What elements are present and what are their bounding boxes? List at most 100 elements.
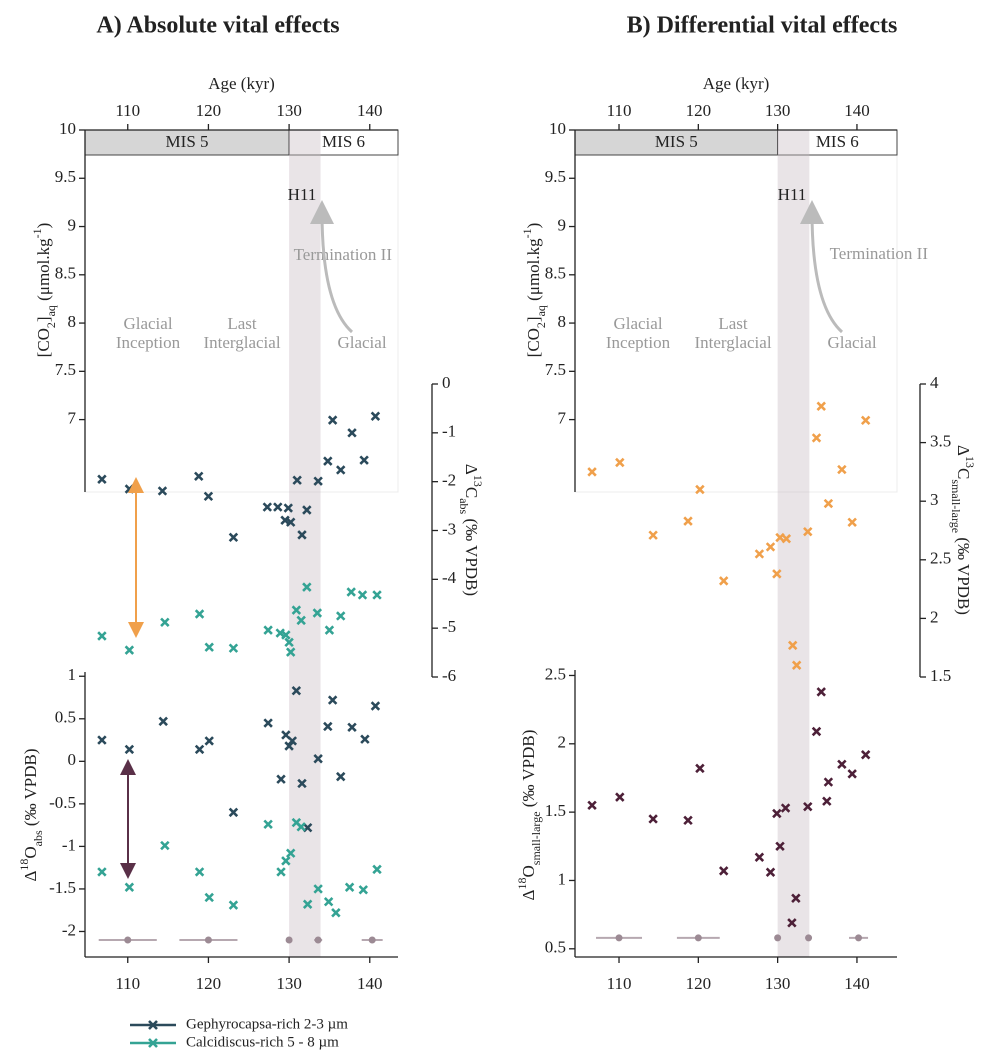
data-point	[775, 841, 785, 852]
y-tick-label: 9.5	[55, 167, 76, 186]
data-point	[587, 467, 597, 477]
y-tick-label: -4	[442, 568, 457, 587]
data-point	[280, 515, 290, 525]
y-axis-label: Δ18Oabs (‰ VPDB)	[17, 748, 45, 881]
y-tick-label: 9.5	[545, 167, 566, 186]
data-point	[158, 716, 168, 727]
data-point	[346, 587, 356, 597]
annotation: Glacial	[827, 333, 876, 352]
y-axis-label-part: 13	[471, 475, 485, 487]
data-point	[847, 517, 857, 528]
y-tick-label: -1	[442, 422, 456, 441]
data-point	[228, 900, 239, 910]
x-tick-label: 120	[196, 101, 222, 120]
age-control	[855, 934, 863, 942]
data-point	[281, 630, 291, 640]
annotation: Termination II	[830, 244, 929, 263]
y-tick-label: 2	[930, 607, 939, 626]
data-point	[791, 893, 801, 903]
y-tick-label: -6	[442, 666, 456, 685]
data-point	[336, 771, 346, 782]
data-point	[324, 625, 335, 635]
y-axis-label-part: )	[524, 223, 543, 229]
y-axis-label-part: (μmol.kg	[524, 238, 543, 305]
y-axis-label: Δ13Cabs (‰ VPDB)	[457, 464, 485, 596]
y-axis-label: Δ13Csmall-large (‰ VPDB)	[949, 445, 977, 615]
data-point	[281, 856, 291, 866]
y-tick-label: -0.5	[49, 793, 76, 812]
data-point	[323, 456, 333, 466]
data-point	[297, 778, 307, 789]
data-point	[847, 769, 857, 779]
period-label: MIS 5	[166, 132, 209, 151]
data-point	[194, 744, 205, 755]
data-point	[372, 590, 382, 600]
data-point	[97, 867, 107, 877]
panel-title: B) Differential vital effects	[627, 13, 898, 39]
y-axis-label-part: -1	[30, 228, 44, 238]
y-axis-label-part: [CO	[34, 328, 53, 357]
data-point	[273, 502, 283, 512]
data-point	[754, 852, 765, 862]
y-axis-label-part: 2	[44, 322, 58, 328]
annotation: Glacial	[123, 314, 172, 333]
data-point	[97, 735, 107, 745]
y-axis-label-part: (‰ VPDB)	[462, 514, 481, 596]
y-axis-label-part: abs	[457, 498, 471, 514]
data-point	[204, 642, 214, 652]
x-tick-label: 120	[686, 101, 712, 120]
data-point	[302, 899, 313, 909]
period-bar	[574, 129, 779, 156]
data-point	[327, 415, 338, 425]
y-tick-label: 0.5	[545, 938, 566, 957]
data-point	[296, 615, 306, 626]
age-control	[124, 936, 132, 944]
y-tick-label: 3.5	[930, 432, 951, 451]
data-point	[284, 637, 294, 648]
y-axis-label-part: 18	[515, 877, 529, 889]
x-axis-label: Age (kyr)	[703, 74, 770, 93]
termination-arrow	[310, 200, 354, 334]
data-point	[816, 401, 826, 411]
data-point	[203, 491, 214, 502]
data-point	[860, 750, 871, 760]
period-bar	[777, 129, 898, 156]
age-control	[285, 936, 293, 944]
y-axis-label-part: )	[34, 223, 53, 229]
data-point	[683, 815, 693, 826]
data-point	[276, 867, 286, 877]
data-point	[615, 457, 625, 468]
data-point	[263, 718, 273, 728]
age-control	[314, 936, 322, 944]
y-tick-label: 1.5	[930, 666, 951, 685]
data-point	[194, 471, 204, 482]
y-tick-label: 10	[549, 119, 566, 138]
y-tick-label: -2	[442, 471, 456, 490]
y-axis-label-part: small-large	[949, 479, 963, 533]
period-label: MIS 6	[322, 132, 365, 151]
data-point	[263, 625, 273, 635]
x-tick-label: 130	[765, 974, 791, 993]
data-point	[313, 476, 323, 486]
data-point	[816, 687, 826, 697]
data-point	[194, 609, 205, 619]
data-point	[780, 803, 791, 813]
y-axis-label-part: (μmol.kg	[34, 238, 53, 305]
data-point	[327, 695, 338, 705]
data-point	[228, 807, 239, 818]
y-axis-label-part: (‰ VPDB)	[519, 730, 538, 812]
y-tick-label: 7.5	[545, 360, 566, 379]
data-point	[648, 814, 658, 824]
y-axis-label-part: aq	[534, 305, 548, 316]
data-point	[791, 660, 802, 670]
data-point	[291, 685, 302, 696]
y-tick-label: 0	[442, 373, 451, 392]
period-bar	[84, 129, 290, 156]
x-tick-label: 140	[357, 101, 383, 120]
panel-title: A) Absolute vital effects	[96, 13, 339, 39]
y-tick-label: 1	[68, 665, 77, 684]
x-tick-label: 120	[686, 974, 712, 993]
y-axis-label-part: abs	[31, 830, 45, 846]
data-point	[787, 918, 797, 928]
